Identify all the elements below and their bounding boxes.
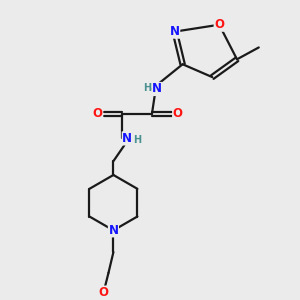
Text: N: N bbox=[122, 132, 132, 145]
Text: N: N bbox=[152, 82, 162, 95]
Text: O: O bbox=[98, 286, 109, 299]
Text: H: H bbox=[133, 135, 141, 146]
Text: N: N bbox=[170, 25, 180, 38]
Text: O: O bbox=[93, 107, 103, 120]
Text: O: O bbox=[214, 18, 224, 31]
Text: H: H bbox=[143, 83, 151, 93]
Text: N: N bbox=[108, 224, 118, 237]
Text: O: O bbox=[173, 107, 183, 120]
